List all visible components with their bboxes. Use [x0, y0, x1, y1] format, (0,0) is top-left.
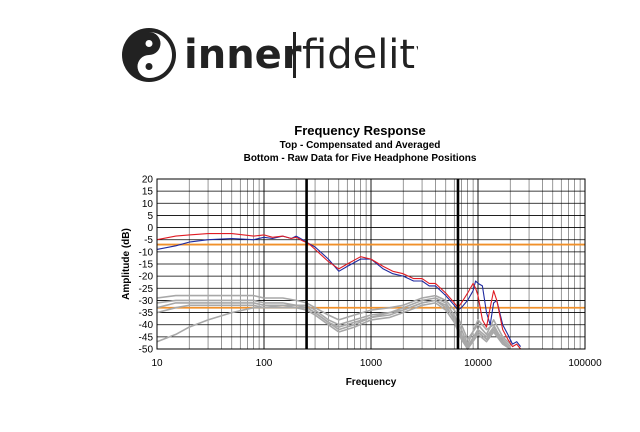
- reference-lines: [157, 243, 585, 309]
- x-tick-label: 100000: [568, 358, 602, 369]
- yin-yang-icon: [122, 28, 176, 82]
- y-tick-label: 15: [142, 187, 154, 198]
- raw-data-series-line: [156, 299, 511, 348]
- y-tick-label: -30: [139, 296, 154, 307]
- chart-title: Frequency Response: [294, 123, 426, 138]
- innerfidelity-logo: inner fidelity: [122, 28, 418, 82]
- y-tick-label: -15: [139, 260, 154, 271]
- y-tick-label: 5: [147, 211, 153, 222]
- x-tick-label: 10000: [464, 358, 492, 369]
- y-tick-label: -25: [139, 284, 154, 295]
- logo-divider: [293, 32, 296, 78]
- y-tick-label: -35: [139, 308, 154, 319]
- y-tick-label: 0: [147, 223, 153, 234]
- x-axis-label: Frequency: [346, 377, 397, 388]
- series-layer: [156, 233, 522, 350]
- logo-word-fidelity: fidelity: [302, 32, 418, 78]
- raw-data-series-line: [156, 299, 511, 350]
- y-tick-label: -50: [139, 345, 154, 356]
- y-tick-label: -45: [139, 332, 154, 343]
- y-tick-label: -10: [139, 247, 154, 258]
- raw-data-series-line: [156, 297, 511, 350]
- compensated-series-line: [156, 235, 522, 347]
- chart-subtitle-2: Bottom - Raw Data for Five Headphone Pos…: [243, 153, 477, 164]
- vertical-markers: [305, 179, 460, 349]
- x-tick-label: 1000: [360, 358, 383, 369]
- y-tick-label: -20: [139, 272, 154, 283]
- plot-frame: [156, 178, 586, 350]
- chart-subtitle-1: Top - Compensated and Averaged: [279, 140, 441, 151]
- y-tick-label: -5: [144, 235, 153, 246]
- compensated-series-line: [156, 233, 522, 350]
- y-axis-label: Amplitude (dB): [121, 228, 132, 300]
- x-tick-label: 10: [151, 358, 163, 369]
- logo-word-inner: inner: [184, 32, 302, 78]
- y-tick-label: 10: [142, 199, 154, 210]
- x-tick-label: 100: [256, 358, 273, 369]
- y-tick-label: -40: [139, 320, 154, 331]
- x-tick-labels: 10 100 1000 10000 100000: [151, 358, 602, 369]
- y-tick-label: 20: [142, 175, 154, 186]
